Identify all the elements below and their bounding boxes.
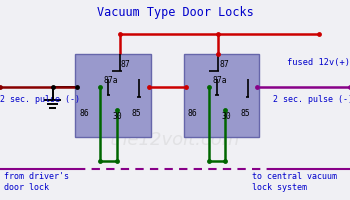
Bar [75, 54, 150, 137]
Text: 2 sec. pulse (-): 2 sec. pulse (-) [0, 95, 80, 104]
Text: 87: 87 [120, 60, 130, 69]
Text: 87: 87 [220, 60, 230, 69]
Text: 86: 86 [188, 109, 197, 118]
Text: 87a: 87a [104, 76, 118, 85]
Text: fused 12v(+): fused 12v(+) [287, 58, 350, 66]
Text: from driver's
door lock: from driver's door lock [4, 172, 69, 192]
Text: 87a: 87a [212, 76, 227, 85]
Text: 30: 30 [222, 112, 231, 121]
Text: the12volt.com: the12volt.com [110, 131, 240, 149]
Text: 86: 86 [79, 109, 89, 118]
Text: 85: 85 [132, 109, 141, 118]
Text: Vacuum Type Door Locks: Vacuum Type Door Locks [97, 6, 253, 19]
Text: 30: 30 [113, 112, 122, 121]
Bar [184, 54, 259, 137]
Text: 2 sec. pulse (-): 2 sec. pulse (-) [273, 95, 350, 104]
Text: 85: 85 [240, 109, 250, 118]
Text: to central vacuum
lock system: to central vacuum lock system [252, 172, 337, 192]
